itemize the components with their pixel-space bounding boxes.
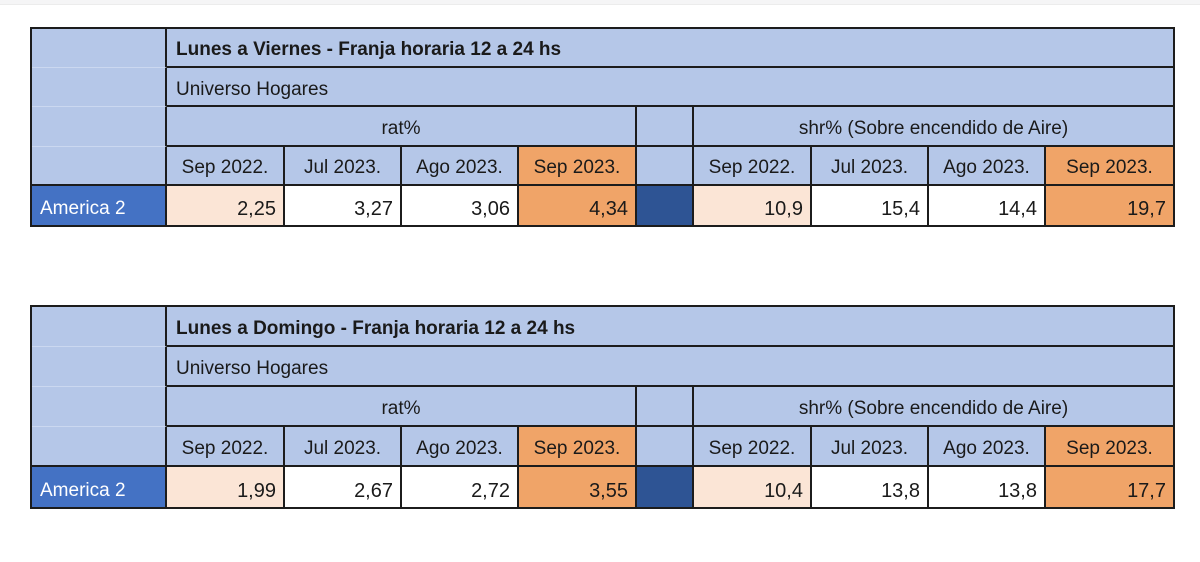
shr-section-header[interactable]: shr% (Sobre encendido de Aire) xyxy=(694,387,1173,427)
rat-value-highlight[interactable]: 4,34 xyxy=(519,185,637,225)
rat-value[interactable]: 3,27 xyxy=(285,185,402,225)
shr-col-header[interactable]: Sep 2022. xyxy=(694,146,812,186)
table-lunes-a-viernes: Lunes a Viernes - Franja horaria 12 a 24… xyxy=(30,27,1175,227)
shr-value-highlight[interactable]: 19,7 xyxy=(1046,185,1173,225)
shr-col-header[interactable]: Ago 2023. xyxy=(929,427,1046,467)
shr-col-header[interactable]: Jul 2023. xyxy=(812,427,929,467)
separator-cell[interactable] xyxy=(637,107,694,147)
rat-value[interactable]: 2,25 xyxy=(167,185,285,225)
rat-value[interactable]: 3,06 xyxy=(402,185,519,225)
rat-col-header-highlight[interactable]: Sep 2023. xyxy=(519,427,637,467)
corner-cell[interactable] xyxy=(32,107,167,147)
separator-cell[interactable] xyxy=(637,387,694,427)
rat-section-header[interactable]: rat% xyxy=(167,387,637,427)
shr-col-header[interactable]: Ago 2023. xyxy=(929,146,1046,186)
rat-col-header-highlight[interactable]: Sep 2023. xyxy=(519,146,637,186)
universe-label[interactable]: Universo Hogares xyxy=(167,347,1173,387)
shr-col-header-highlight[interactable]: Sep 2023. xyxy=(1046,427,1173,467)
shr-col-header[interactable]: Jul 2023. xyxy=(812,146,929,186)
corner-cell[interactable] xyxy=(32,387,167,427)
shr-value[interactable]: 15,4 xyxy=(812,185,929,225)
rat-col-header[interactable]: Ago 2023. xyxy=(402,427,519,467)
channel-row-label[interactable]: America 2 xyxy=(32,185,167,225)
table-title[interactable]: Lunes a Viernes - Franja horaria 12 a 24… xyxy=(167,29,1173,69)
separator-cell[interactable] xyxy=(637,146,694,186)
shr-value[interactable]: 14,4 xyxy=(929,185,1046,225)
separator-cell[interactable] xyxy=(637,467,694,507)
shr-value-highlight[interactable]: 17,7 xyxy=(1046,467,1173,507)
corner-cell[interactable] xyxy=(32,146,167,186)
channel-row-label[interactable]: America 2 xyxy=(32,467,167,507)
shr-col-header-highlight[interactable]: Sep 2023. xyxy=(1046,146,1173,186)
separator-cell[interactable] xyxy=(637,185,694,225)
shr-value[interactable]: 13,8 xyxy=(812,467,929,507)
rat-value-highlight[interactable]: 3,55 xyxy=(519,467,637,507)
table-title[interactable]: Lunes a Domingo - Franja horaria 12 a 24… xyxy=(167,307,1173,347)
shr-value[interactable]: 10,4 xyxy=(694,467,812,507)
rat-value[interactable]: 2,72 xyxy=(402,467,519,507)
corner-cell[interactable] xyxy=(32,347,167,387)
rat-value[interactable]: 1,99 xyxy=(167,467,285,507)
universe-label[interactable]: Universo Hogares xyxy=(167,68,1173,108)
rat-col-header[interactable]: Sep 2022. xyxy=(167,146,285,186)
rat-section-header[interactable]: rat% xyxy=(167,107,637,147)
table-lunes-a-domingo: Lunes a Domingo - Franja horaria 12 a 24… xyxy=(30,305,1175,509)
shr-value[interactable]: 13,8 xyxy=(929,467,1046,507)
corner-cell[interactable] xyxy=(32,307,167,347)
rat-col-header[interactable]: Jul 2023. xyxy=(285,427,402,467)
corner-cell[interactable] xyxy=(32,68,167,108)
separator-cell[interactable] xyxy=(637,427,694,467)
rat-value[interactable]: 2,67 xyxy=(285,467,402,507)
rat-col-header[interactable]: Ago 2023. xyxy=(402,146,519,186)
shr-section-header[interactable]: shr% (Sobre encendido de Aire) xyxy=(694,107,1173,147)
corner-cell[interactable] xyxy=(32,427,167,467)
window-top-strip xyxy=(0,0,1200,5)
rat-col-header[interactable]: Jul 2023. xyxy=(285,146,402,186)
shr-col-header[interactable]: Sep 2022. xyxy=(694,427,812,467)
shr-value[interactable]: 10,9 xyxy=(694,185,812,225)
rat-col-header[interactable]: Sep 2022. xyxy=(167,427,285,467)
corner-cell[interactable] xyxy=(32,29,167,69)
